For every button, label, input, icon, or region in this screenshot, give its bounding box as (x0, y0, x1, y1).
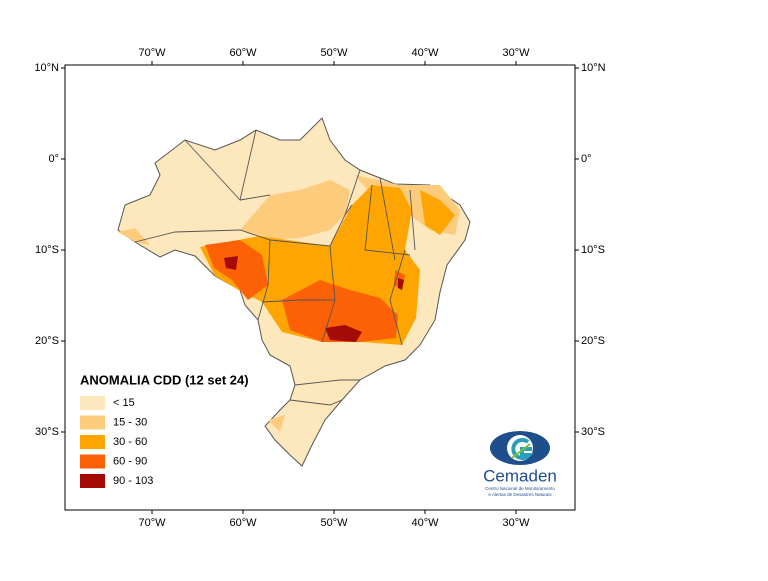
logo-line: Centro Nacional de Monitoramento (485, 486, 555, 491)
brazil-map (117, 117, 471, 467)
legend-title: ANOMALIA CDD (12 set 24) (80, 372, 249, 387)
graticule-labels: 70°W 70°W 60°W 60°W 50°W 50°W 40°W 40°W 30°W 30°W… (34, 47, 605, 529)
x-tick-label: 40°W (411, 517, 439, 529)
logo-name: Cemaden (483, 466, 557, 485)
state-borders (134, 129, 416, 406)
legend-label: 15 - 30 (113, 416, 147, 428)
x-tick-label: 40°W (411, 47, 439, 59)
logo: Cemaden Centro Nacional de Monitoramento… (483, 431, 557, 497)
y-tick-label: 30°S (35, 426, 59, 438)
y-tick-label: 20°S (581, 335, 605, 347)
legend-label: < 15 (113, 397, 135, 409)
x-tick-label: 30°W (502, 517, 530, 529)
y-tick-label: 10°S (35, 244, 59, 256)
y-tick-label: 0° (48, 153, 59, 165)
legend-swatch (80, 415, 105, 430)
x-tick-label: 70°W (138, 517, 166, 529)
y-tick-label: 20°S (35, 335, 59, 347)
logo-c (511, 438, 534, 460)
legend: < 15 15 - 30 30 - 60 60 - 90 90 - 103 (80, 396, 153, 488)
x-tick-label: 50°W (320, 517, 348, 529)
legend-label: 90 - 103 (113, 475, 153, 487)
x-tick-label: 30°W (502, 47, 530, 59)
x-tick-label: 50°W (320, 47, 348, 59)
x-tick-label: 70°W (138, 47, 166, 59)
y-tick-label: 10°N (581, 62, 606, 74)
legend-swatch (80, 454, 105, 469)
legend-swatch (80, 474, 105, 488)
legend-swatch (80, 396, 105, 410)
legend-swatch (80, 435, 105, 449)
legend-label: 60 - 90 (113, 455, 147, 467)
y-tick-label: 10°N (34, 62, 59, 74)
logo-stroke (511, 443, 531, 459)
y-tick-label: 30°S (581, 426, 605, 438)
x-tick-label: 60°W (229, 517, 257, 529)
region-60-90 (205, 240, 405, 342)
y-tick-label: 0° (581, 153, 592, 165)
x-tick-label: 60°W (229, 47, 257, 59)
logo-line: e Alertas de Desastres Naturais (488, 492, 552, 497)
legend-label: 30 - 60 (113, 436, 147, 448)
y-tick-label: 10°S (581, 244, 605, 256)
